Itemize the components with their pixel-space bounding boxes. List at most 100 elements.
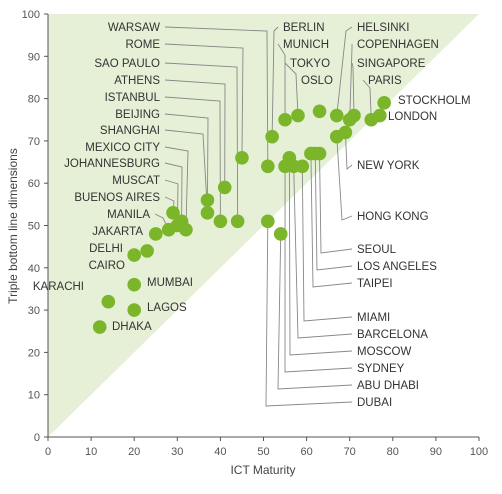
label-hong-kong: HONG KONG bbox=[357, 211, 429, 223]
label-barcelona: BARCELONA bbox=[357, 329, 428, 341]
label-delhi: DELHI bbox=[89, 243, 123, 255]
point-munich bbox=[278, 112, 292, 127]
y-tick-label: 100 bbox=[22, 9, 40, 21]
label-warsaw: WARSAW bbox=[108, 22, 160, 34]
point-stockholm bbox=[377, 96, 391, 110]
leader-line-hong-kong bbox=[336, 136, 353, 221]
y-tick-label: 20 bbox=[28, 347, 40, 359]
point-dubai bbox=[261, 214, 275, 229]
point-oslo bbox=[312, 104, 327, 119]
point-london bbox=[373, 108, 387, 123]
label-mexico-city: MEXICO CITY bbox=[85, 142, 160, 154]
x-tick-label: 90 bbox=[430, 446, 442, 458]
label-beijing: BEIJING bbox=[115, 109, 160, 121]
point-singapore bbox=[347, 108, 361, 123]
leader-line-dubai bbox=[265, 221, 353, 407]
label-helsinki: HELSINKI bbox=[357, 22, 409, 34]
y-tick-label: 60 bbox=[28, 178, 40, 190]
leader-line-tokyo bbox=[284, 62, 299, 116]
point-cairo bbox=[140, 244, 154, 258]
label-munich: MUNICH bbox=[283, 39, 329, 51]
x-ticks: 0 10 20 30 40 50 60 70 80 90 100 bbox=[45, 437, 488, 458]
leader-line-rome bbox=[164, 43, 244, 158]
leader-line-copenhagen bbox=[349, 44, 353, 120]
y-tick-label: 90 bbox=[28, 51, 40, 63]
point-helsinki bbox=[329, 108, 344, 123]
y-tick-label: 30 bbox=[28, 305, 40, 317]
point-delhi bbox=[127, 248, 141, 262]
y-tick-label: 80 bbox=[28, 94, 40, 106]
y-tick-label: 40 bbox=[28, 263, 40, 275]
point-sao-paulo bbox=[230, 214, 245, 229]
leader-line-berlin bbox=[271, 26, 279, 137]
point-manila bbox=[161, 222, 176, 237]
leader-lines bbox=[154, 26, 372, 407]
point-hong-kong bbox=[329, 129, 344, 144]
label-stockholm: STOCKHOLM bbox=[398, 95, 471, 107]
label-johannesburg: JOHANNESBURG bbox=[64, 158, 160, 170]
point-rome bbox=[235, 151, 249, 165]
leader-line-paris bbox=[362, 79, 372, 120]
label-karachi: KARACHI bbox=[33, 281, 84, 293]
point-taipei bbox=[304, 146, 318, 161]
leader-line-helsinki bbox=[336, 26, 353, 116]
leader-line-johannesburg bbox=[164, 162, 183, 222]
point-jakarta bbox=[148, 227, 163, 241]
leader-line-seoul bbox=[319, 153, 353, 254]
x-tick-label: 10 bbox=[85, 446, 97, 458]
label-rome: ROME bbox=[126, 39, 161, 51]
leader-line-munich bbox=[277, 43, 286, 120]
y-ticks: 0 10 20 30 40 50 60 70 80 90 100 bbox=[22, 9, 48, 444]
y-tick-label: 0 bbox=[34, 432, 40, 444]
label-copenhagen: COPENHAGEN bbox=[357, 39, 439, 51]
point-labels: WARSAW ROME SAO PAULO ATHENS ISTANBUL BEIJING… bbox=[33, 22, 471, 409]
y-axis-title: Triple bottom line dimensions bbox=[6, 148, 20, 304]
x-tick-label: 40 bbox=[214, 446, 226, 458]
label-cairo: CAIRO bbox=[89, 260, 125, 272]
label-manila: MANILA bbox=[107, 209, 150, 221]
data-points bbox=[92, 96, 391, 334]
x-tick-label: 100 bbox=[470, 446, 488, 458]
label-seoul: SEOUL bbox=[357, 244, 397, 256]
label-athens: ATHENS bbox=[114, 75, 160, 87]
point-shanghai bbox=[200, 206, 215, 220]
leader-line-abu-dhabi bbox=[277, 233, 353, 390]
label-jakarta: JAKARTA bbox=[92, 226, 143, 238]
point-mumbai bbox=[127, 277, 141, 292]
label-sao-paulo: SAO PAULO bbox=[94, 58, 160, 70]
y-tick-label: 50 bbox=[28, 221, 40, 233]
label-buenos-aires: BUENOS AIRES bbox=[74, 192, 160, 204]
x-tick-label: 0 bbox=[45, 446, 51, 458]
leader-line-sydney bbox=[284, 166, 353, 373]
leader-line-moscow bbox=[288, 157, 353, 356]
leader-line-athens bbox=[164, 79, 226, 188]
x-tick-label: 20 bbox=[128, 446, 140, 458]
leader-line-sao-paulo bbox=[164, 62, 239, 222]
leader-line-new-york bbox=[344, 132, 353, 170]
label-singapore: SINGAPORE bbox=[357, 58, 426, 70]
x-tick-label: 60 bbox=[300, 446, 312, 458]
label-lagos: LAGOS bbox=[147, 302, 187, 314]
label-taipei: TAIPEI bbox=[357, 278, 393, 290]
leader-line-beijing bbox=[164, 113, 209, 201]
point-dhaka bbox=[92, 320, 107, 334]
point-sydney bbox=[278, 159, 292, 174]
point-karachi bbox=[101, 294, 116, 309]
point-istanbul bbox=[213, 214, 228, 229]
leader-line-istanbul bbox=[164, 96, 221, 222]
label-tokyo: TOKYO bbox=[290, 58, 330, 70]
x-tick-label: 70 bbox=[344, 446, 356, 458]
x-tick-label: 80 bbox=[387, 446, 399, 458]
leader-line-taipei bbox=[310, 153, 353, 288]
label-muscat: MUSCAT bbox=[112, 175, 160, 187]
leader-line-singapore bbox=[351, 62, 355, 116]
label-los-angeles: LOS ANGELES bbox=[357, 261, 437, 273]
y-tick-label: 70 bbox=[28, 136, 40, 148]
label-moscow: MOSCOW bbox=[357, 346, 411, 358]
x-axis-title: ICT Maturity bbox=[230, 463, 295, 477]
point-abu-dhabi bbox=[273, 227, 288, 241]
point-warsaw bbox=[261, 159, 275, 174]
leader-line-mexico-city bbox=[164, 146, 189, 230]
point-buenos-aires bbox=[166, 206, 180, 220]
